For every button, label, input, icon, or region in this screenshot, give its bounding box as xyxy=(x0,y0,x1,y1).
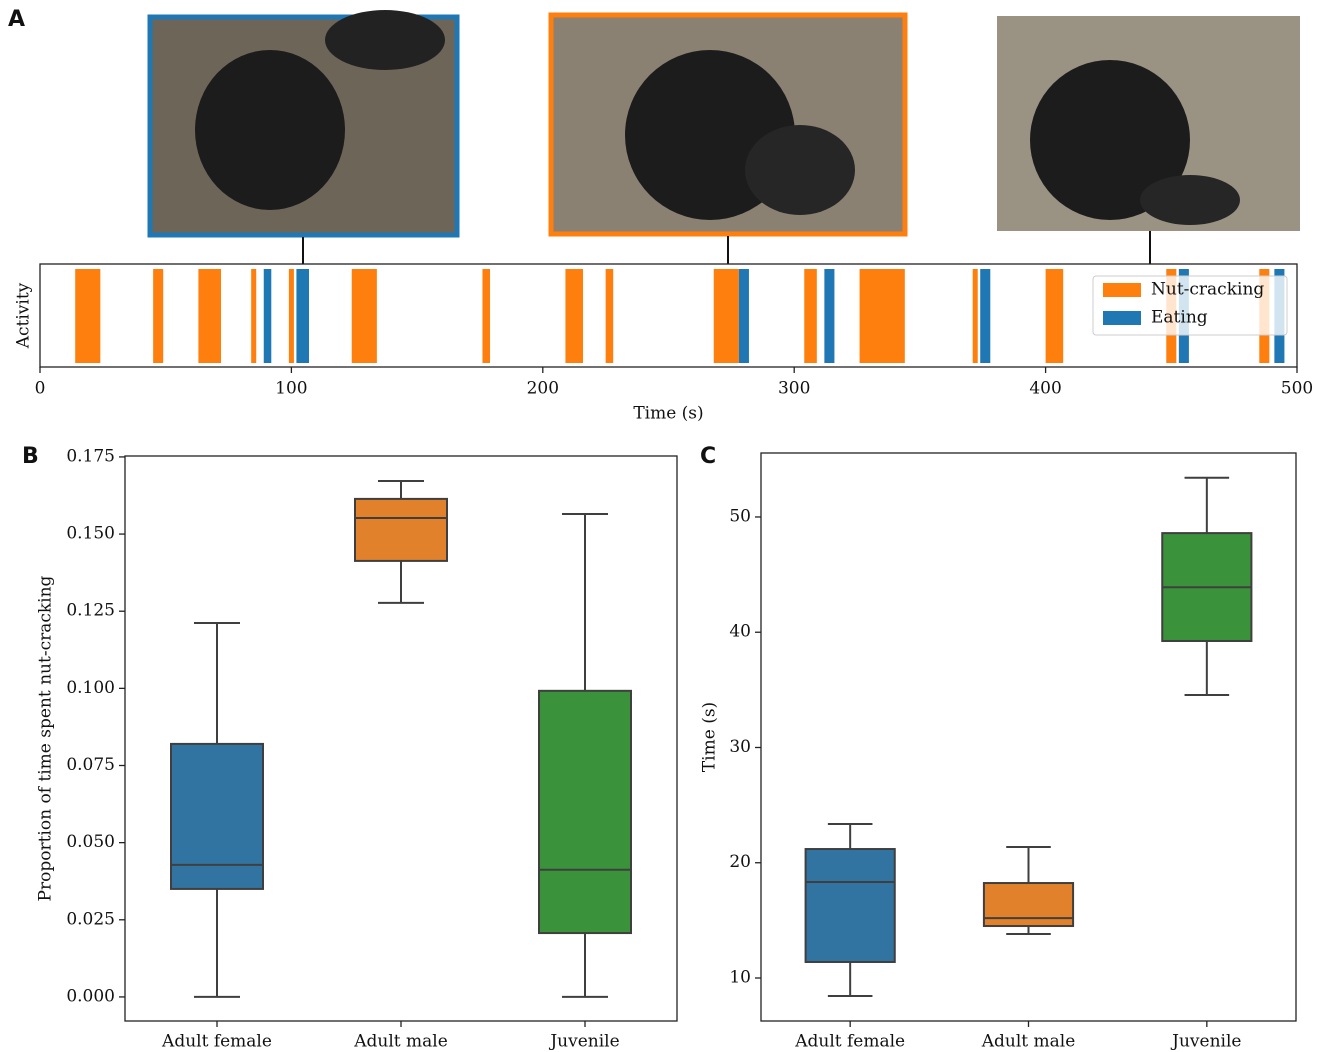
activity-bar xyxy=(714,269,739,363)
y-tick-label: 50 xyxy=(729,506,751,526)
activity-bar xyxy=(251,269,256,363)
x-tick-label: 300 xyxy=(778,379,810,399)
activity-bar xyxy=(75,269,100,363)
activity-bar xyxy=(824,269,834,363)
x-axis-label: Time (s) xyxy=(633,404,703,424)
legend-swatch xyxy=(1103,311,1141,325)
legend-label: Eating xyxy=(1151,308,1208,328)
x-tick-label: Adult female xyxy=(161,1032,272,1052)
y-tick-label: 0.025 xyxy=(66,909,115,929)
activity-bar xyxy=(565,269,583,363)
y-tick-label: 0.125 xyxy=(66,601,115,621)
activity-bar xyxy=(296,269,309,363)
y-tick-label: 40 xyxy=(729,622,751,642)
box xyxy=(171,744,263,889)
y-tick-label: 0.150 xyxy=(66,524,115,544)
legend-swatch xyxy=(1103,283,1141,297)
box xyxy=(806,849,895,962)
panel-label: B xyxy=(22,444,39,469)
activity-bar xyxy=(289,269,294,363)
y-tick-label: 20 xyxy=(729,852,751,872)
activity-bar xyxy=(804,269,817,363)
x-tick-label: 100 xyxy=(275,379,307,399)
x-tick-label: Adult female xyxy=(794,1032,905,1052)
x-tick-label: 0 xyxy=(35,379,46,399)
y-tick-label: 0.000 xyxy=(66,986,115,1006)
box xyxy=(539,691,631,933)
y-tick-label: 0.175 xyxy=(66,446,115,466)
activity-bar xyxy=(264,269,272,363)
video-frame xyxy=(997,16,1300,264)
activity-bar xyxy=(198,269,221,363)
legend-label: Nut-cracking xyxy=(1151,280,1264,300)
x-tick-label: 400 xyxy=(1029,379,1061,399)
activity-bar xyxy=(739,269,749,363)
y-tick-label: 0.050 xyxy=(66,832,115,852)
activity-bar xyxy=(860,269,905,363)
y-tick-label: 10 xyxy=(729,968,751,988)
y-axis-label: Time (s) xyxy=(700,702,720,772)
y-tick-label: 30 xyxy=(729,737,751,757)
activity-bar xyxy=(352,269,377,363)
y-tick-label: 0.100 xyxy=(66,678,115,698)
activity-bar xyxy=(606,269,614,363)
box xyxy=(984,883,1073,926)
x-tick-label: Juvenile xyxy=(1170,1032,1241,1052)
activity-bar xyxy=(153,269,163,363)
figure: 0 100 200 300 400 500 Time (s) Activity Nut-crac… xyxy=(0,0,1326,1052)
x-tick-label: 500 xyxy=(1281,379,1313,399)
y-axis-label: Activity xyxy=(14,282,34,349)
x-tick-label: Adult male xyxy=(353,1032,448,1052)
panel-label: C xyxy=(700,444,716,469)
video-frame xyxy=(150,10,457,264)
video-frame xyxy=(551,15,905,264)
activity-bar xyxy=(980,269,990,363)
box xyxy=(355,499,447,561)
activity-bar xyxy=(482,269,490,363)
y-axis-label: Proportion of time spent nut-cracking xyxy=(36,575,56,901)
x-tick-label: 200 xyxy=(527,379,559,399)
panel-label: A xyxy=(8,7,25,32)
x-tick-label: Juvenile xyxy=(548,1032,619,1052)
activity-bar xyxy=(973,269,978,363)
activity-bar xyxy=(1046,269,1064,363)
y-tick-label: 0.075 xyxy=(66,755,115,775)
x-tick-label: Adult male xyxy=(981,1032,1076,1052)
